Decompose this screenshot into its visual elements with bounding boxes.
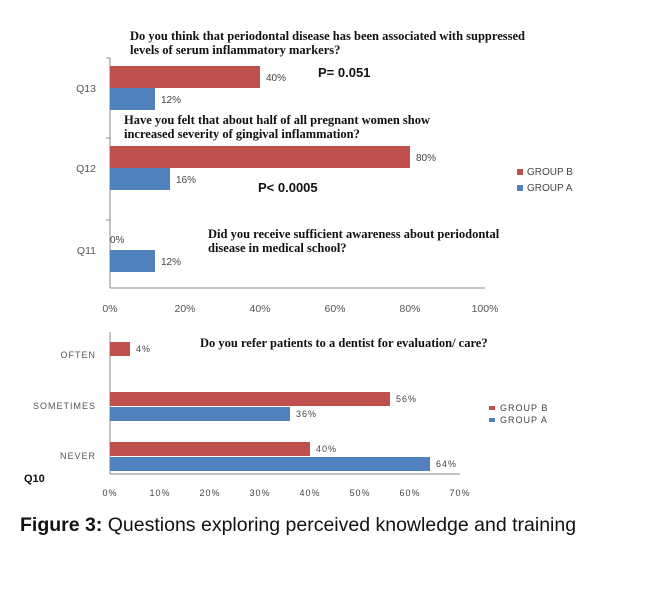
chart1-bar-group-a [110, 88, 155, 110]
chart1-bar-group-b [110, 146, 410, 168]
chart2-bar-group-a [110, 407, 290, 421]
chart1-category-label: Q11 [77, 245, 96, 257]
chart1-bar-group-b [110, 66, 260, 88]
chart2-x-tick-label: 60% [399, 488, 420, 498]
caption-lead: Figure 3: [20, 514, 103, 536]
chart1-legend-swatch-group-a [517, 185, 523, 191]
chart1-data-label: 12% [161, 95, 181, 106]
chart2-bar-group-b [110, 342, 130, 356]
chart1-data-label: 40% [266, 73, 286, 84]
chart1-bar-group-a [110, 168, 170, 190]
chart2-question: Do you refer patients to a dentist for e… [200, 336, 488, 350]
chart1-x-tick-label: 20% [174, 303, 195, 315]
chart1-x-tick-label: 100% [472, 303, 499, 315]
chart1-q12-p-value: P< 0.0005 [258, 180, 318, 195]
chart1-data-label: 12% [161, 257, 181, 268]
chart1-bar-group-a [110, 250, 155, 272]
chart1-q13-p-value: P= 0.051 [318, 65, 370, 80]
chart1-x-tick-label: 0% [102, 303, 117, 315]
chart1-legend-label-group-b: GROUP B [527, 167, 573, 178]
chart1-q12-question-line2: increased severity of gingival inflammat… [124, 127, 360, 141]
chart1-q12-question-line1: Have you felt that about half of all pre… [124, 113, 430, 127]
chart2-x-tick-label: 10% [149, 488, 170, 498]
chart2-bar-group-a [110, 457, 430, 471]
chart2-x-tick-label: 50% [349, 488, 370, 498]
chart1-q13-question-line1: Do you think that periodontal disease ha… [130, 29, 525, 43]
chart2-data-label: 40% [316, 444, 337, 454]
chart2-legend-label-group-a: GROUP A [500, 415, 548, 425]
chart1-data-label: 16% [176, 175, 196, 186]
chart2-legend-swatch-group-b [489, 406, 495, 410]
chart2-data-label: 4% [136, 344, 151, 354]
chart2-data-label: 36% [296, 409, 317, 419]
chart2-x-tick-label: 70% [449, 488, 470, 498]
chart2-bar-group-b [110, 442, 310, 456]
chart2-x-tick-label: 40% [299, 488, 320, 498]
chart1-data-label: 0% [110, 235, 125, 246]
chart1-category-label: Q12 [76, 163, 96, 175]
chart2-bar-group-b [110, 392, 390, 406]
chart2-data-label: 56% [396, 394, 417, 404]
chart1-q11-question-line2: disease in medical school? [208, 241, 347, 255]
chart2-category-label: OFTEN [61, 350, 97, 360]
chart1-category-label: Q13 [76, 83, 96, 95]
chart1-q13-question-line2: levels of serum inflammatory markers? [130, 43, 340, 57]
chart2-data-label: 64% [436, 459, 457, 469]
chart1-legend-label-group-a: GROUP A [527, 183, 573, 194]
chart1-data-label: 80% [416, 153, 436, 164]
chart2-x-tick-label: 20% [199, 488, 220, 498]
chart1-x-tick-label: 60% [324, 303, 345, 315]
chart2-legend-swatch-group-a [489, 418, 495, 422]
chart2-category-label: SOMETIMES [33, 401, 96, 411]
chart1-legend-swatch-group-b [517, 169, 523, 175]
chart1-x-tick-label: 40% [249, 303, 270, 315]
chart1-q11-question-line1: Did you receive sufficient awareness abo… [208, 227, 500, 241]
caption-text: Questions exploring perceived knowledge … [102, 514, 577, 536]
chart2-x-tick-label: 30% [249, 488, 270, 498]
chart2-question-label: Q10 [24, 473, 45, 485]
chart2-x-tick-label: 0% [102, 488, 117, 498]
chart2-category-label: NEVER [60, 451, 96, 461]
chart1-x-tick-label: 80% [399, 303, 420, 315]
figure-caption: Figure 3: Questions exploring perceived … [20, 514, 576, 537]
chart2-legend-label-group-b: GROUP B [500, 403, 548, 413]
